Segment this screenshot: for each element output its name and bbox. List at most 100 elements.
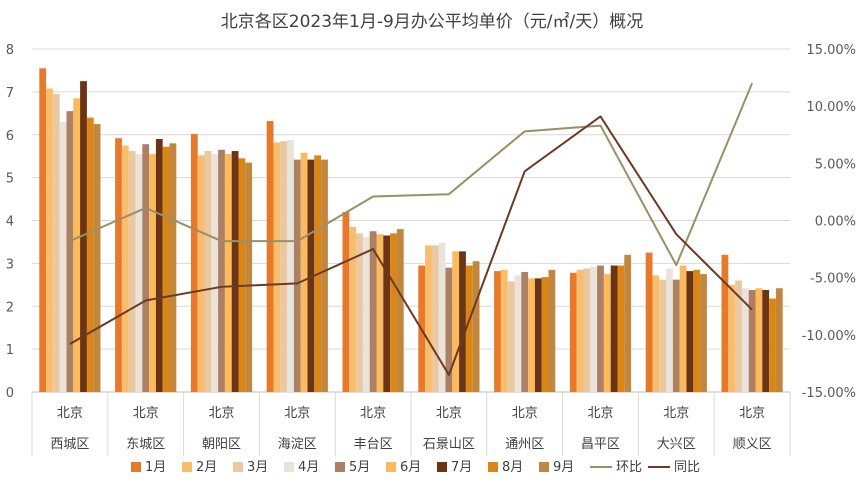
bar [597, 266, 604, 392]
y-tick-label: 2 [6, 300, 14, 315]
category-label: 通州区 [505, 437, 544, 452]
legend-label: 3月 [247, 460, 268, 475]
category-label: 丰台区 [354, 437, 393, 452]
bar [136, 154, 143, 392]
bar [459, 251, 466, 392]
y2-tick-label: -15.00% [802, 386, 856, 401]
bar [122, 145, 129, 392]
category-label: 石景山区 [423, 437, 475, 452]
bar [501, 270, 508, 392]
bar [211, 154, 218, 392]
bar [769, 299, 776, 392]
bar [225, 154, 232, 392]
y-tick-label: 0 [6, 386, 14, 401]
bar [604, 274, 611, 392]
bar [756, 288, 763, 392]
bar [274, 142, 281, 392]
category-group-label: 北京 [587, 406, 613, 421]
legend-label: 4月 [298, 460, 319, 475]
y2-tick-label: 0.00% [815, 215, 856, 230]
bar [542, 277, 549, 392]
legend-swatch [437, 462, 447, 472]
bar [590, 267, 597, 392]
bar [452, 251, 459, 392]
category-group-label: 北京 [284, 406, 310, 421]
legend-label: 7月 [451, 460, 472, 475]
bar [521, 272, 528, 392]
y-tick-label: 8 [6, 43, 14, 58]
legend-label: 2月 [196, 460, 217, 475]
category-group-label: 北京 [208, 406, 234, 421]
bar [624, 255, 631, 392]
legend-swatch [335, 462, 345, 472]
bar [163, 147, 170, 392]
bar [584, 269, 591, 392]
bar [397, 229, 404, 392]
category-group-label: 北京 [360, 406, 386, 421]
legend-swatch [386, 462, 396, 472]
bar [73, 98, 80, 392]
bar [508, 281, 515, 392]
bar [142, 144, 149, 392]
bar [149, 154, 156, 392]
category-group-label: 北京 [739, 406, 765, 421]
bar [653, 275, 660, 392]
bar [749, 290, 756, 392]
category-label: 朝阳区 [202, 437, 241, 452]
bar [301, 153, 308, 392]
legend-swatch [233, 462, 243, 472]
legend-label: 环比 [616, 460, 642, 475]
bar [722, 255, 729, 392]
legend-swatch [131, 462, 141, 472]
legend-swatch [182, 462, 192, 472]
y2-tick-label: 10.00% [806, 100, 856, 115]
bar [528, 278, 535, 392]
category-group-label: 北京 [133, 406, 159, 421]
category-label: 海淀区 [278, 437, 317, 452]
category-group-label: 北京 [57, 406, 83, 421]
bar [87, 118, 94, 392]
bar [618, 266, 625, 392]
bar [170, 143, 177, 392]
bar [218, 150, 225, 392]
y-axis-left: 0 1 2 3 4 5 6 7 8 [6, 43, 14, 401]
y-tick-label: 6 [6, 129, 14, 144]
bar [67, 111, 74, 392]
y-tick-label: 3 [6, 257, 14, 272]
bar [693, 270, 700, 392]
bar [570, 273, 577, 392]
bar [60, 122, 67, 392]
bar [659, 280, 666, 392]
bar [673, 280, 680, 392]
bars [39, 68, 782, 392]
category-label: 东城区 [126, 437, 165, 452]
bar [370, 231, 377, 392]
chart-title: 北京各区2023年1月-9月办公平均单价（元/㎡/天）概况 [221, 12, 643, 32]
bar [383, 236, 390, 392]
bar [728, 285, 735, 392]
y-tick-label: 7 [6, 86, 14, 101]
bar [577, 270, 584, 392]
category-group-label: 北京 [512, 406, 538, 421]
bar [245, 163, 252, 392]
bar [494, 271, 501, 392]
bar [473, 261, 480, 392]
category-group-label: 北京 [436, 406, 462, 421]
y-tick-label: 1 [6, 343, 14, 358]
bar [611, 266, 618, 392]
bar [390, 233, 397, 392]
bar [39, 68, 46, 392]
y-tick-label: 5 [6, 172, 14, 187]
bar [239, 158, 246, 392]
y2-tick-label: 15.00% [806, 43, 856, 58]
bar [94, 124, 101, 392]
legend-label: 5月 [349, 460, 370, 475]
legend-label: 8月 [502, 460, 523, 475]
y-axis-right: -15.00%-10.00%-5.00%0.00%5.00%10.00%15.0… [802, 43, 856, 401]
bar [680, 266, 687, 392]
bar [115, 138, 122, 392]
bar [515, 275, 522, 392]
legend-swatch [488, 462, 498, 472]
legend-label: 9月 [553, 460, 574, 475]
